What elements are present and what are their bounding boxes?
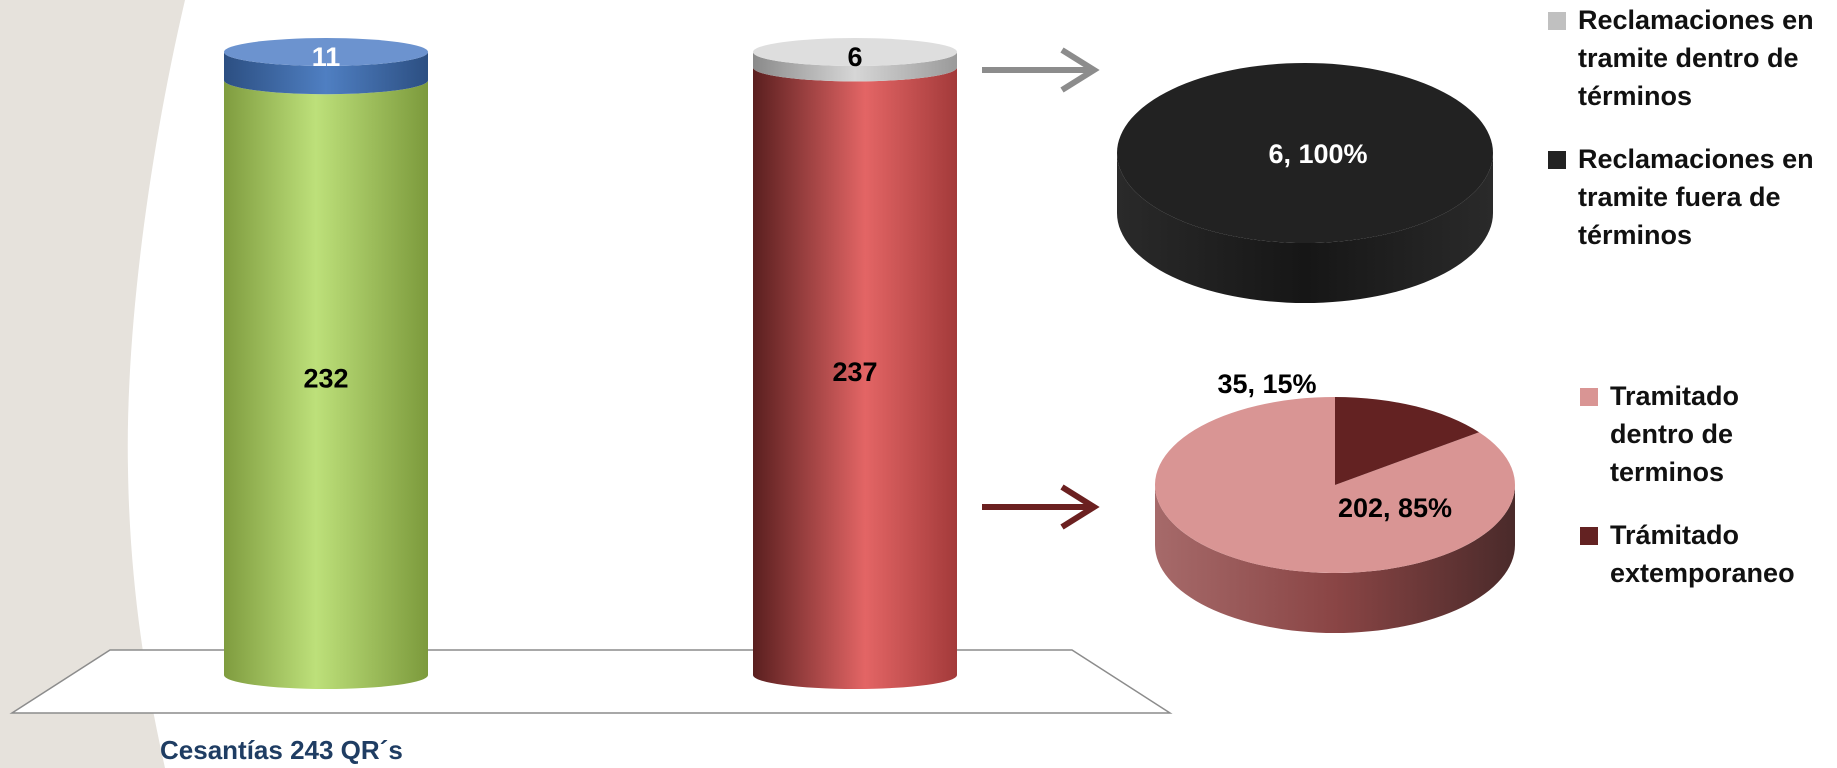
legend-label: Trámitado extemporaneo xyxy=(1610,520,1795,589)
data-label: 11 xyxy=(312,42,341,72)
arrow-maroon xyxy=(982,484,1100,530)
legend-swatch-black xyxy=(1548,151,1566,170)
data-label: 232 xyxy=(303,364,348,394)
chart-floor xyxy=(9,649,1173,714)
data-label: 6 xyxy=(847,42,862,72)
pie-slice xyxy=(1155,397,1516,574)
pie-data-label: 6, 100% xyxy=(1268,139,1367,169)
legend-swatch-maroon xyxy=(1580,527,1598,546)
arrow-gray xyxy=(982,47,1100,93)
caption: Cesantías 243 QR´s xyxy=(160,735,403,765)
bar-segment-red xyxy=(753,67,957,689)
bar-cap xyxy=(753,38,957,66)
legend-item: Reclamaciones en tramite dentro de térmi… xyxy=(1548,2,1837,115)
bar-cap xyxy=(224,38,428,66)
background-curve xyxy=(0,0,185,768)
legend-swatch-pink xyxy=(1580,388,1598,406)
pie-side xyxy=(1155,485,1515,633)
bar-cylinder-2: 237 6 xyxy=(753,38,957,689)
legend-label: Tramitado dentro de terminos xyxy=(1610,381,1740,487)
pie-slice xyxy=(1335,397,1480,485)
bar-segment-blue xyxy=(224,52,428,95)
pie-chart-1: 6, 100% xyxy=(1117,63,1493,303)
legend-label: Reclamaciones en tramite fuera de términ… xyxy=(1578,144,1814,250)
pie-data-label: 35, 15% xyxy=(1217,369,1316,399)
pie-data-label: 202, 85% xyxy=(1338,493,1452,523)
bar-segment-green xyxy=(224,80,428,689)
bar-segment-gray xyxy=(753,52,957,82)
bar-cylinder-1: 232 11 xyxy=(224,38,428,689)
pie-slice xyxy=(1117,63,1493,243)
legend-item: Reclamaciones en tramite fuera de términ… xyxy=(1548,141,1837,254)
legend-pie-2: Tramitado dentro de terminos Trámitado e… xyxy=(1580,378,1830,593)
legend-swatch-gray xyxy=(1548,12,1566,30)
legend-label: Reclamaciones en tramite dentro de térmi… xyxy=(1578,5,1814,111)
data-label: 237 xyxy=(832,357,877,387)
legend-pie-1: Reclamaciones en tramite dentro de térmi… xyxy=(1548,2,1837,255)
pie-side xyxy=(1117,153,1493,303)
pie-chart-2: 202, 85% 35, 15% xyxy=(1155,369,1516,633)
legend-item: Trámitado extemporaneo xyxy=(1580,517,1830,593)
legend-item: Tramitado dentro de terminos xyxy=(1580,378,1830,491)
